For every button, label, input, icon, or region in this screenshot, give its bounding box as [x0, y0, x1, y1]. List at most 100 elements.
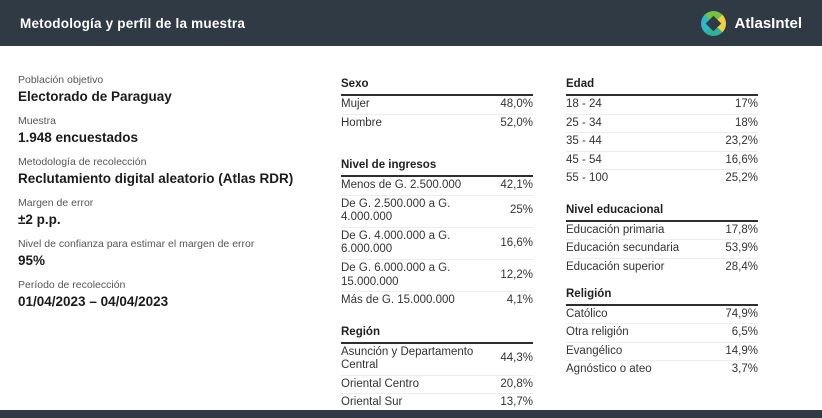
methodology-fields: Población objetivo Electorado de Paraguay…: [18, 74, 326, 320]
row-label: Oriental Centro: [341, 377, 419, 390]
field-value: 01/04/2023 – 04/04/2023: [18, 294, 169, 310]
field-value: ±2 p.p.: [18, 212, 61, 228]
table-row: De G. 6.000.000 a G. 15.000.000 12,2%: [341, 260, 533, 293]
brand: AtlasIntel: [701, 10, 802, 36]
row-value: 12,2%: [500, 268, 533, 281]
row-label: 25 - 34: [566, 116, 602, 129]
row-label: Evangélico: [566, 344, 623, 357]
row-label: 35 - 44: [566, 135, 602, 148]
table-row: Asunción y Departamento Central 44,3%: [341, 344, 533, 376]
row-label: Otra religión: [566, 326, 629, 339]
table-sexo: Sexo Mujer 48,0% Hombre 52,0%: [341, 78, 533, 132]
table-row: 25 - 34 18%: [566, 115, 758, 134]
profile-tables-column-2: Edad 18 - 24 17% 25 - 34 18% 35 - 44 23,2% 45 -…: [566, 78, 758, 395]
table-row: Evangélico 14,9%: [566, 343, 758, 362]
field-value: 1.948 encuestados: [18, 130, 139, 146]
field-label: Período de recolección: [18, 279, 126, 291]
content-area: Población objetivo Electorado de Paraguay…: [0, 46, 822, 418]
table-row: De G. 2.500.000 a G. 4.000.000 25%: [341, 196, 533, 228]
table-title: Nivel de ingresos: [341, 159, 533, 178]
row-value: 16,6%: [500, 236, 533, 249]
row-label: Asunción y Departamento Central: [341, 345, 474, 372]
row-value: 17%: [734, 98, 758, 110]
row-value: 23,2%: [725, 135, 758, 148]
field-label: Muestra: [18, 115, 56, 127]
table-title: Religión: [566, 288, 758, 306]
row-value: 53,9%: [725, 242, 758, 255]
page-title: Metodología y perfil de la muestra: [20, 15, 246, 31]
row-value: 42,1%: [500, 179, 533, 192]
field-value: 95%: [18, 253, 46, 269]
table-row: Hombre 52,0%: [341, 115, 533, 133]
profile-field: Metodología de recolección Reclutamiento …: [18, 156, 326, 188]
row-label: 45 - 54: [566, 153, 602, 166]
row-label: 18 - 24: [566, 98, 602, 110]
row-label: Agnóstico o ateo: [566, 363, 652, 376]
table-region: Región Asunción y Departamento Central 44,…: [341, 326, 533, 418]
profile-field: Margen de error ±2 p.p.: [18, 197, 326, 229]
row-value: 44,3%: [500, 352, 533, 365]
table-row: Oriental Centro 20,8%: [341, 376, 533, 395]
table-row: Otra religión 6,5%: [566, 324, 758, 343]
row-value: 20,8%: [500, 377, 533, 390]
row-label: De G. 4.000.000 a G. 6.000.000: [341, 229, 451, 256]
row-label: Hombre: [341, 116, 382, 129]
field-label: Nivel de confianza para estimar el marge…: [18, 238, 255, 250]
row-value: 16,6%: [725, 153, 758, 166]
table-row: 18 - 24 17%: [566, 96, 758, 115]
row-value: 3,7%: [731, 363, 758, 376]
row-label: Católico: [566, 307, 608, 320]
row-value: 74,9%: [725, 307, 758, 320]
field-label: Metodología de recolección: [18, 156, 147, 168]
field-value: Reclutamiento digital aleatorio (Atlas R…: [18, 171, 294, 187]
table-row: Más de G. 15.000.000 4,1%: [341, 292, 533, 310]
table-row: Educación primaria 17,8%: [566, 222, 758, 241]
profile-field: Período de recolección 01/04/2023 – 04/04…: [18, 279, 326, 311]
atlasintel-logo-icon: [701, 10, 727, 36]
row-value: 25%: [509, 204, 533, 217]
footer-bar: [0, 410, 822, 418]
row-value: 18%: [734, 116, 758, 129]
row-value: 17,8%: [725, 223, 758, 236]
table-row: De G. 4.000.000 a G. 6.000.000 16,6%: [341, 228, 533, 260]
profile-field: Muestra 1.948 encuestados: [18, 115, 326, 147]
header-bar: Metodología y perfil de la muestra Atlas…: [0, 0, 822, 46]
row-value: 48,0%: [500, 98, 533, 110]
table-religion: Religión Católico 74,9% Otra religión 6,5% Ev…: [566, 288, 758, 379]
table-row: Menos de G. 2.500.000 42,1%: [341, 177, 533, 196]
row-label: Oriental Sur: [341, 396, 403, 409]
field-label: Población objetivo: [18, 74, 104, 86]
row-value: 4,1%: [506, 294, 533, 307]
row-label: Educación superior: [566, 260, 665, 273]
row-value: 13,7%: [500, 396, 533, 409]
field-label: Margen de error: [18, 197, 94, 209]
brand-name: AtlasIntel: [734, 14, 802, 32]
table-row: 45 - 54 16,6%: [566, 152, 758, 171]
row-label: Más de G. 15.000.000: [341, 294, 455, 307]
row-value: 28,4%: [725, 260, 758, 273]
table-title: Sexo: [341, 78, 533, 96]
row-value: 25,2%: [725, 172, 758, 185]
table-row: Agnóstico o ateo 3,7%: [566, 361, 758, 379]
table-row: Educación secundaria 53,9%: [566, 240, 758, 259]
row-value: 52,0%: [500, 116, 533, 129]
table-educacional: Nivel educacional Educación primaria 17,8%…: [566, 204, 758, 277]
profile-field: Nivel de confianza para estimar el marge…: [18, 238, 326, 270]
field-value: Electorado de Paraguay: [18, 89, 172, 105]
row-value: 14,9%: [725, 344, 758, 357]
profile-tables-column-1: Sexo Mujer 48,0% Hombre 52,0% Nivel de ingres…: [341, 78, 533, 418]
row-label: Menos de G. 2.500.000: [341, 179, 462, 192]
table-row: Católico 74,9%: [566, 306, 758, 325]
profile-field: Población objetivo Electorado de Paraguay: [18, 74, 326, 106]
row-label: Mujer: [341, 98, 370, 110]
row-label: Educación secundaria: [566, 242, 680, 255]
row-label: De G. 2.500.000 a G. 4.000.000: [341, 197, 451, 224]
table-row: 55 - 100 25,2%: [566, 170, 758, 188]
table-edad: Edad 18 - 24 17% 25 - 34 18% 35 - 44 23,2% 45 -…: [566, 78, 758, 188]
table-ingresos: Nivel de ingresos Menos de G. 2.500.000 42…: [341, 159, 533, 310]
table-title: Edad: [566, 78, 758, 96]
table-title: Región: [341, 326, 533, 344]
row-value: 6,5%: [731, 326, 758, 339]
row-label: 55 - 100: [566, 172, 609, 185]
